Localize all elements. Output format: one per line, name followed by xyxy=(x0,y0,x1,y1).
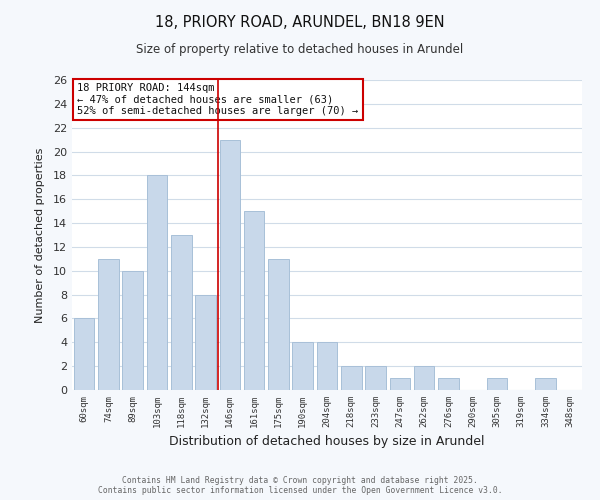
Text: Size of property relative to detached houses in Arundel: Size of property relative to detached ho… xyxy=(136,42,464,56)
Bar xyxy=(317,342,337,390)
Bar xyxy=(292,342,313,390)
Text: Contains HM Land Registry data © Crown copyright and database right 2025.
Contai: Contains HM Land Registry data © Crown c… xyxy=(98,476,502,495)
Bar xyxy=(74,318,94,390)
Bar xyxy=(487,378,508,390)
Bar xyxy=(146,176,167,390)
Bar xyxy=(122,271,143,390)
Bar xyxy=(195,294,216,390)
Bar xyxy=(268,259,289,390)
X-axis label: Distribution of detached houses by size in Arundel: Distribution of detached houses by size … xyxy=(169,436,485,448)
Y-axis label: Number of detached properties: Number of detached properties xyxy=(35,148,44,322)
Bar xyxy=(535,378,556,390)
Bar xyxy=(244,211,265,390)
Bar xyxy=(220,140,240,390)
Text: 18, PRIORY ROAD, ARUNDEL, BN18 9EN: 18, PRIORY ROAD, ARUNDEL, BN18 9EN xyxy=(155,15,445,30)
Bar xyxy=(171,235,191,390)
Bar xyxy=(365,366,386,390)
Bar xyxy=(341,366,362,390)
Bar xyxy=(414,366,434,390)
Text: 18 PRIORY ROAD: 144sqm
← 47% of detached houses are smaller (63)
52% of semi-det: 18 PRIORY ROAD: 144sqm ← 47% of detached… xyxy=(77,83,358,116)
Bar xyxy=(389,378,410,390)
Bar xyxy=(98,259,119,390)
Bar xyxy=(438,378,459,390)
